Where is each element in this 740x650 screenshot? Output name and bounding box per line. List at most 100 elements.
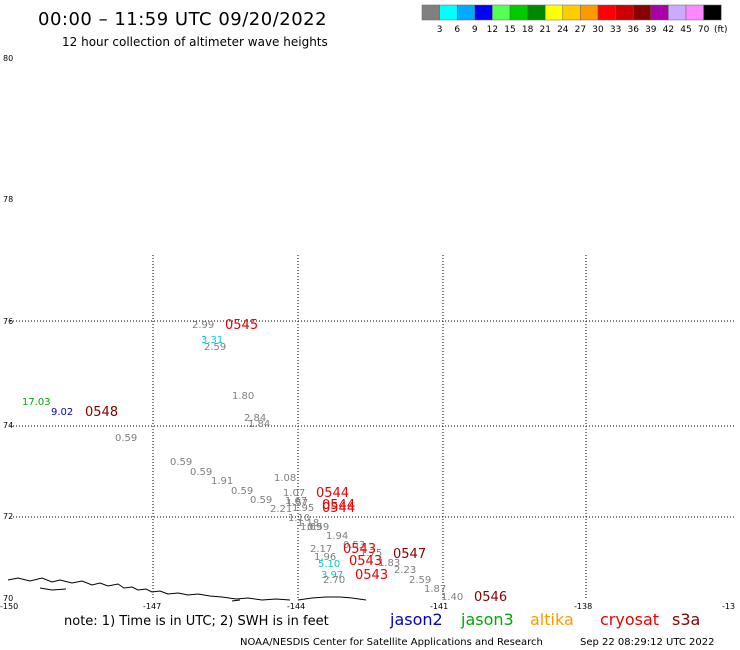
colorbar-swatch	[703, 4, 722, 21]
colorbar-tick-label: 45	[680, 25, 691, 35]
map-title: 00:00 – 11:59 UTC 09/20/2022	[38, 9, 327, 30]
colorbar-tick-label: 39	[645, 25, 657, 35]
swh-value: 0.53	[343, 540, 365, 551]
swh-value: 0.59	[190, 467, 212, 478]
colorbar-tick-label: 15	[504, 25, 515, 35]
swh-value: 0.59	[250, 495, 272, 506]
swh-value: 1.91	[211, 476, 233, 487]
swh-value: 1.69	[300, 522, 322, 533]
footer-note: note: 1) Time is in UTC; 2) SWH is in fe…	[64, 614, 329, 629]
swh-value: 1.94	[326, 531, 348, 542]
swh-value: 1.80	[232, 391, 254, 402]
pass-time-label: 0544	[322, 501, 355, 516]
colorbar-tick-label: 3	[437, 25, 443, 35]
swh-value: 2.17	[310, 544, 332, 555]
colorbar-swatch	[562, 4, 581, 21]
colorbar-tick-label: 70	[698, 25, 710, 35]
lon-label-147: -147	[143, 602, 161, 611]
lat-label-72: 72	[3, 512, 13, 521]
lon-label-144: -144	[287, 602, 305, 611]
lat-label-80: 80	[3, 54, 13, 63]
swh-value: 0.59	[170, 457, 192, 468]
swh-value: 2.59	[204, 342, 226, 353]
colorbar-tick-label: 27	[575, 25, 586, 35]
pass-time-label: 0544	[322, 498, 355, 513]
satellite-legend: jason2 jason3 altika cryosat s3a	[389, 610, 700, 629]
swh-value: 0.59	[307, 522, 329, 533]
colorbar-tick-label: 21	[539, 25, 550, 35]
swh-value: 1.75	[360, 548, 382, 559]
legend-cryosat: cryosat	[600, 610, 659, 629]
lat-label-74: 74	[3, 421, 13, 430]
footer-timestamp: Sep 22 08:29:12 UTC 2022	[580, 637, 714, 648]
swh-value: 1.08	[274, 473, 296, 484]
legend-altika: altika	[530, 610, 574, 629]
colorbar-swatch	[544, 4, 564, 21]
swh-value: 2.99	[192, 320, 214, 331]
footer-credit: NOAA/NESDIS Center for Satellite Applica…	[240, 637, 543, 648]
pass-time-label: 0543	[343, 542, 376, 557]
coastline	[7, 577, 367, 602]
colorbar-swatch	[456, 4, 476, 21]
swh-value: 1.96	[314, 552, 336, 563]
legend-jason3: jason3	[460, 610, 514, 629]
lat-label-78: 78	[3, 195, 13, 204]
swh-value: 9.02	[51, 407, 73, 418]
colorbar-tick-label: 9	[472, 25, 478, 35]
swh-value: 1.87	[424, 584, 446, 595]
swh-value: 2.21	[270, 504, 292, 515]
swh-value: 1.95	[292, 503, 314, 514]
legend-jason2: jason2	[389, 610, 443, 629]
colorbar-swatch	[474, 4, 493, 21]
pass-time-label: 0544	[316, 486, 349, 501]
swh-value: 2.84	[244, 413, 266, 424]
colorbar-swatch	[492, 4, 511, 21]
swh-value: 2.23	[394, 565, 416, 576]
colorbar-swatch	[615, 4, 634, 21]
colorbar-swatch	[439, 4, 458, 21]
swh-value: 1.57	[286, 498, 308, 509]
swh-value: 1.40	[441, 592, 463, 603]
lon-label-135: -13	[722, 602, 735, 611]
colorbar-swatch	[580, 4, 599, 21]
pass-time-label: 0548	[85, 405, 118, 420]
swh-value: 1.18	[297, 518, 319, 529]
lon-label-141: -141	[430, 602, 448, 611]
pass-time-label: 0545	[225, 318, 258, 333]
swh-value: 1.10	[288, 513, 310, 524]
graticule	[10, 255, 736, 600]
colorbar-swatch	[632, 4, 652, 21]
observations-layer: 2.993.312.591.802.841.8417.039.020.590.5…	[22, 320, 463, 603]
swh-value: 1.84	[248, 419, 270, 430]
swh-value: 17.03	[22, 397, 51, 408]
colorbar-swatch	[421, 4, 440, 21]
colorbar-tick-label: 24	[557, 25, 569, 35]
colorbar-unit: (ft)	[714, 25, 728, 35]
swh-value: 1.67	[285, 496, 307, 507]
swh-value: 1.83	[378, 558, 400, 569]
colorbar-tick-label: 36	[627, 25, 639, 35]
pass-time-label: 0543	[355, 568, 388, 583]
colorbar-tick-label: 33	[610, 25, 621, 35]
map-subtitle: 12 hour collection of altimeter wave hei…	[62, 35, 328, 49]
swh-value: 3.97	[321, 570, 343, 581]
colorbar-tick-label: 42	[663, 25, 674, 35]
colorbar-swatch	[650, 4, 669, 21]
swh-value: 0.59	[231, 486, 253, 497]
swh-value: 2.70	[323, 575, 345, 586]
lat-label-70: 70	[3, 594, 13, 603]
colorbar-swatch	[668, 4, 687, 21]
colorbar-tick-label: 6	[454, 25, 460, 35]
colorbar-swatch	[685, 4, 704, 21]
colorbar-swatch	[509, 4, 528, 21]
color-scale-legend: 3 6 9 12 15 18 21 24 27 30 33 36 39 42 45 70	[421, 4, 722, 35]
colorbar-swatch	[597, 4, 616, 21]
lat-label-76: 76	[3, 317, 13, 326]
lon-label-150: -150	[0, 602, 18, 611]
lon-label-138: -138	[574, 602, 592, 611]
swh-value: 3.31	[201, 335, 223, 346]
colorbar-tick-label: 30	[592, 25, 604, 35]
colorbar-tick-label: 12	[487, 25, 498, 35]
